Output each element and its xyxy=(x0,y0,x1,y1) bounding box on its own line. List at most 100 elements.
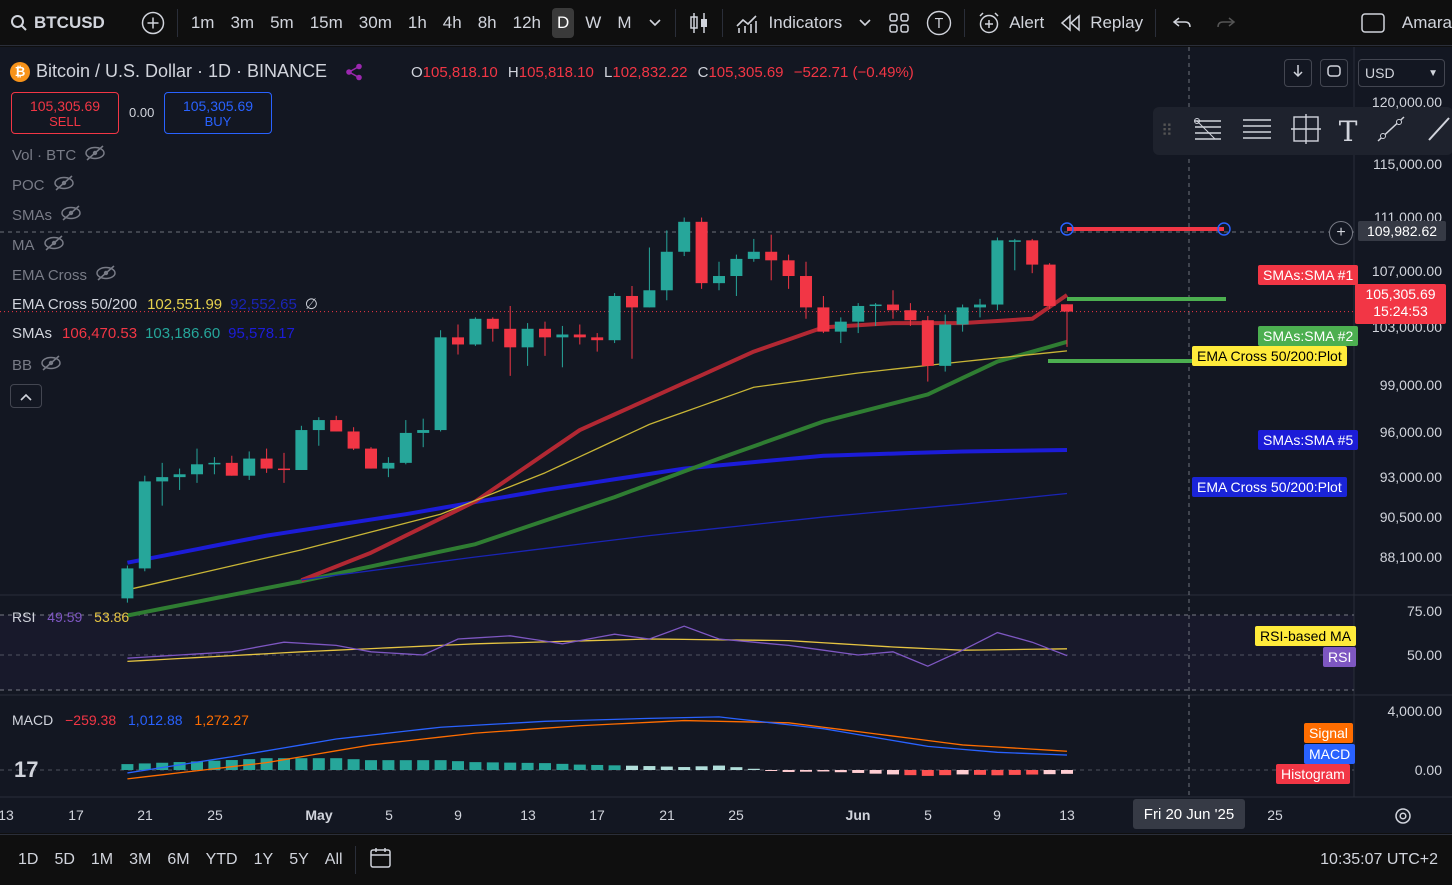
indicator-smas[interactable]: SMAs 106,470.53 103,186.60 95,578.17 xyxy=(12,325,295,342)
clock[interactable]: 10:35:07 UTC+2 xyxy=(1320,851,1438,868)
add-alert-button[interactable]: + xyxy=(1329,221,1353,245)
goto-date-button[interactable] xyxy=(360,837,402,883)
candle-body xyxy=(382,462,395,469)
share-icon[interactable] xyxy=(345,63,363,81)
range-ytd[interactable]: YTD xyxy=(205,851,238,868)
timeframe-4h[interactable]: 4h xyxy=(442,12,462,32)
layouts-button[interactable] xyxy=(880,0,918,46)
compare-button[interactable] xyxy=(133,0,173,46)
chart-canvas[interactable] xyxy=(0,47,1452,833)
sell-label: SELL xyxy=(49,114,81,129)
symbol-legend[interactable]: ₿ Bitcoin / U.S. Dollar · 1D · BINANCE xyxy=(10,61,363,82)
chevron-down-icon xyxy=(648,18,662,28)
macd-histogram-bar xyxy=(1043,770,1056,775)
eye-off-icon[interactable] xyxy=(84,145,106,165)
candles-icon xyxy=(688,11,710,35)
timeframe-m[interactable]: M xyxy=(617,12,632,32)
alert-button[interactable]: Alert xyxy=(969,0,1052,46)
collapse-legend-button[interactable] xyxy=(10,384,42,408)
timeframe-12h[interactable]: 12h xyxy=(512,12,542,32)
chart-area[interactable]: ₿ Bitcoin / U.S. Dollar · 1D · BINANCE O… xyxy=(0,47,1452,833)
indicator-vol[interactable]: Vol · BTC xyxy=(12,145,106,165)
undo-button[interactable] xyxy=(1160,0,1204,46)
range-1d[interactable]: 1D xyxy=(18,851,39,868)
timeframe-d[interactable]: D xyxy=(552,7,575,38)
timeframe-1m[interactable]: 1m xyxy=(190,12,215,32)
eye-off-icon[interactable] xyxy=(53,175,75,195)
brush-icon[interactable] xyxy=(1425,114,1452,149)
plus-icon: + xyxy=(1336,224,1346,241)
redo-button[interactable] xyxy=(1204,0,1248,46)
eye-off-icon[interactable] xyxy=(60,205,82,225)
replay-button[interactable]: Replay xyxy=(1052,0,1151,46)
macd-histogram-bar xyxy=(800,770,812,772)
symbol-search[interactable]: BTCUSD xyxy=(0,0,113,46)
timeframe-8h[interactable]: 8h xyxy=(477,12,497,32)
indicator-ma[interactable]: MA xyxy=(12,235,65,255)
indicator-poc-label: POC xyxy=(12,176,45,194)
currency-label: USD xyxy=(1365,65,1395,81)
ema50-value: 102,551.99 xyxy=(147,295,223,313)
candle-body xyxy=(939,324,952,366)
rsi-ma-line xyxy=(127,638,1068,663)
refresh-button[interactable] xyxy=(1320,59,1348,87)
parallel-channel-icon[interactable] xyxy=(1241,115,1273,148)
scale-down-button[interactable] xyxy=(1284,59,1312,87)
templates-button[interactable]: T xyxy=(918,0,960,46)
range-all[interactable]: All xyxy=(324,851,343,868)
macd-histogram-bar xyxy=(643,766,656,770)
indicators-dropdown[interactable] xyxy=(850,0,880,46)
sell-button[interactable]: 105,305.69 SELL xyxy=(11,92,119,134)
macd-histogram-bar xyxy=(312,758,325,770)
fullscreen-button[interactable] xyxy=(1352,0,1394,46)
range-6m[interactable]: 6M xyxy=(167,851,190,868)
range-3m[interactable]: 3M xyxy=(129,851,152,868)
buy-button[interactable]: 105,305.69 BUY xyxy=(164,92,272,134)
candle-body xyxy=(660,251,673,291)
countdown-value: 15:24:53 xyxy=(1373,303,1428,319)
eye-off-icon[interactable] xyxy=(95,265,117,285)
macd-histogram-bar xyxy=(225,760,238,770)
trend-line-icon[interactable] xyxy=(1375,114,1407,149)
indicator-smas-hidden[interactable]: SMAs xyxy=(12,205,82,225)
indicator-ma-label: MA xyxy=(12,236,35,254)
chart-type-button[interactable] xyxy=(680,0,718,46)
range-1m[interactable]: 1M xyxy=(90,851,114,868)
crosshair-box-icon[interactable] xyxy=(1290,113,1321,149)
macd-histogram-bar xyxy=(191,761,203,770)
floating-drawing-toolbar[interactable]: ⠿ T xyxy=(1153,107,1452,155)
timeframe-w[interactable]: W xyxy=(585,12,602,32)
rsi-legend[interactable]: RSI 49.59 53.86 xyxy=(12,609,129,625)
indicator-bb[interactable]: BB xyxy=(12,355,62,375)
eye-off-icon[interactable] xyxy=(43,235,65,255)
close-value: 105,305.69 xyxy=(708,64,784,81)
indicator-ema-cross-hidden-label: EMA Cross xyxy=(12,266,88,284)
drag-handle-icon[interactable]: ⠿ xyxy=(1161,123,1173,140)
timeframe-30m[interactable]: 30m xyxy=(358,12,392,32)
eye-off-icon[interactable] xyxy=(40,355,62,375)
range-1y[interactable]: 1Y xyxy=(253,851,274,868)
divider xyxy=(674,8,676,37)
timeframe-1h[interactable]: 1h xyxy=(407,12,427,32)
currency-select[interactable]: USD ▼ xyxy=(1358,59,1445,87)
macd-histogram-bar xyxy=(626,765,638,770)
range-5d[interactable]: 5D xyxy=(54,851,75,868)
text-tool-icon[interactable]: T xyxy=(1338,114,1358,148)
settings-gear-icon[interactable] xyxy=(1392,805,1414,832)
timeframe-dropdown[interactable] xyxy=(643,8,667,38)
macd-legend[interactable]: MACD −259.38 1,012.88 1,272.27 xyxy=(12,712,249,728)
indicator-ema-cross-hidden[interactable]: EMA Cross xyxy=(12,265,117,285)
candle-body xyxy=(399,432,412,463)
timeframe-3m[interactable]: 3m xyxy=(230,12,255,32)
divider xyxy=(721,8,723,37)
range-5y[interactable]: 5Y xyxy=(289,851,309,868)
high-key: H xyxy=(507,64,519,81)
account-name[interactable]: Amara xyxy=(1394,0,1452,46)
macd-histogram-bar xyxy=(260,758,273,770)
indicators-button[interactable]: Indicators xyxy=(727,0,851,46)
indicator-poc[interactable]: POC xyxy=(12,175,75,195)
timeframe-5m[interactable]: 5m xyxy=(270,12,294,32)
indicator-ema-cross[interactable]: EMA Cross 50/200 102,551.99 92,552.65 ∅ xyxy=(12,295,318,314)
fib-retracement-icon[interactable] xyxy=(1191,115,1223,148)
timeframe-15m[interactable]: 15m xyxy=(309,12,343,32)
